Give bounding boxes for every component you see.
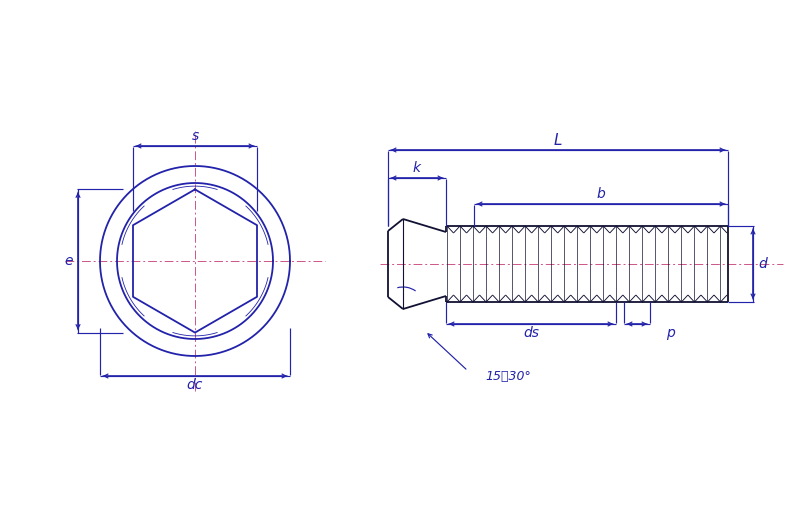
Text: k: k <box>413 161 421 175</box>
Text: dc: dc <box>187 378 203 392</box>
Text: e: e <box>65 254 74 268</box>
Text: s: s <box>191 129 198 143</box>
Text: d: d <box>758 257 767 271</box>
Text: ds: ds <box>523 326 539 340</box>
Text: b: b <box>597 187 606 201</box>
Text: L: L <box>554 132 562 148</box>
Text: p: p <box>666 326 674 340</box>
Text: 15～30°: 15～30° <box>485 371 530 383</box>
